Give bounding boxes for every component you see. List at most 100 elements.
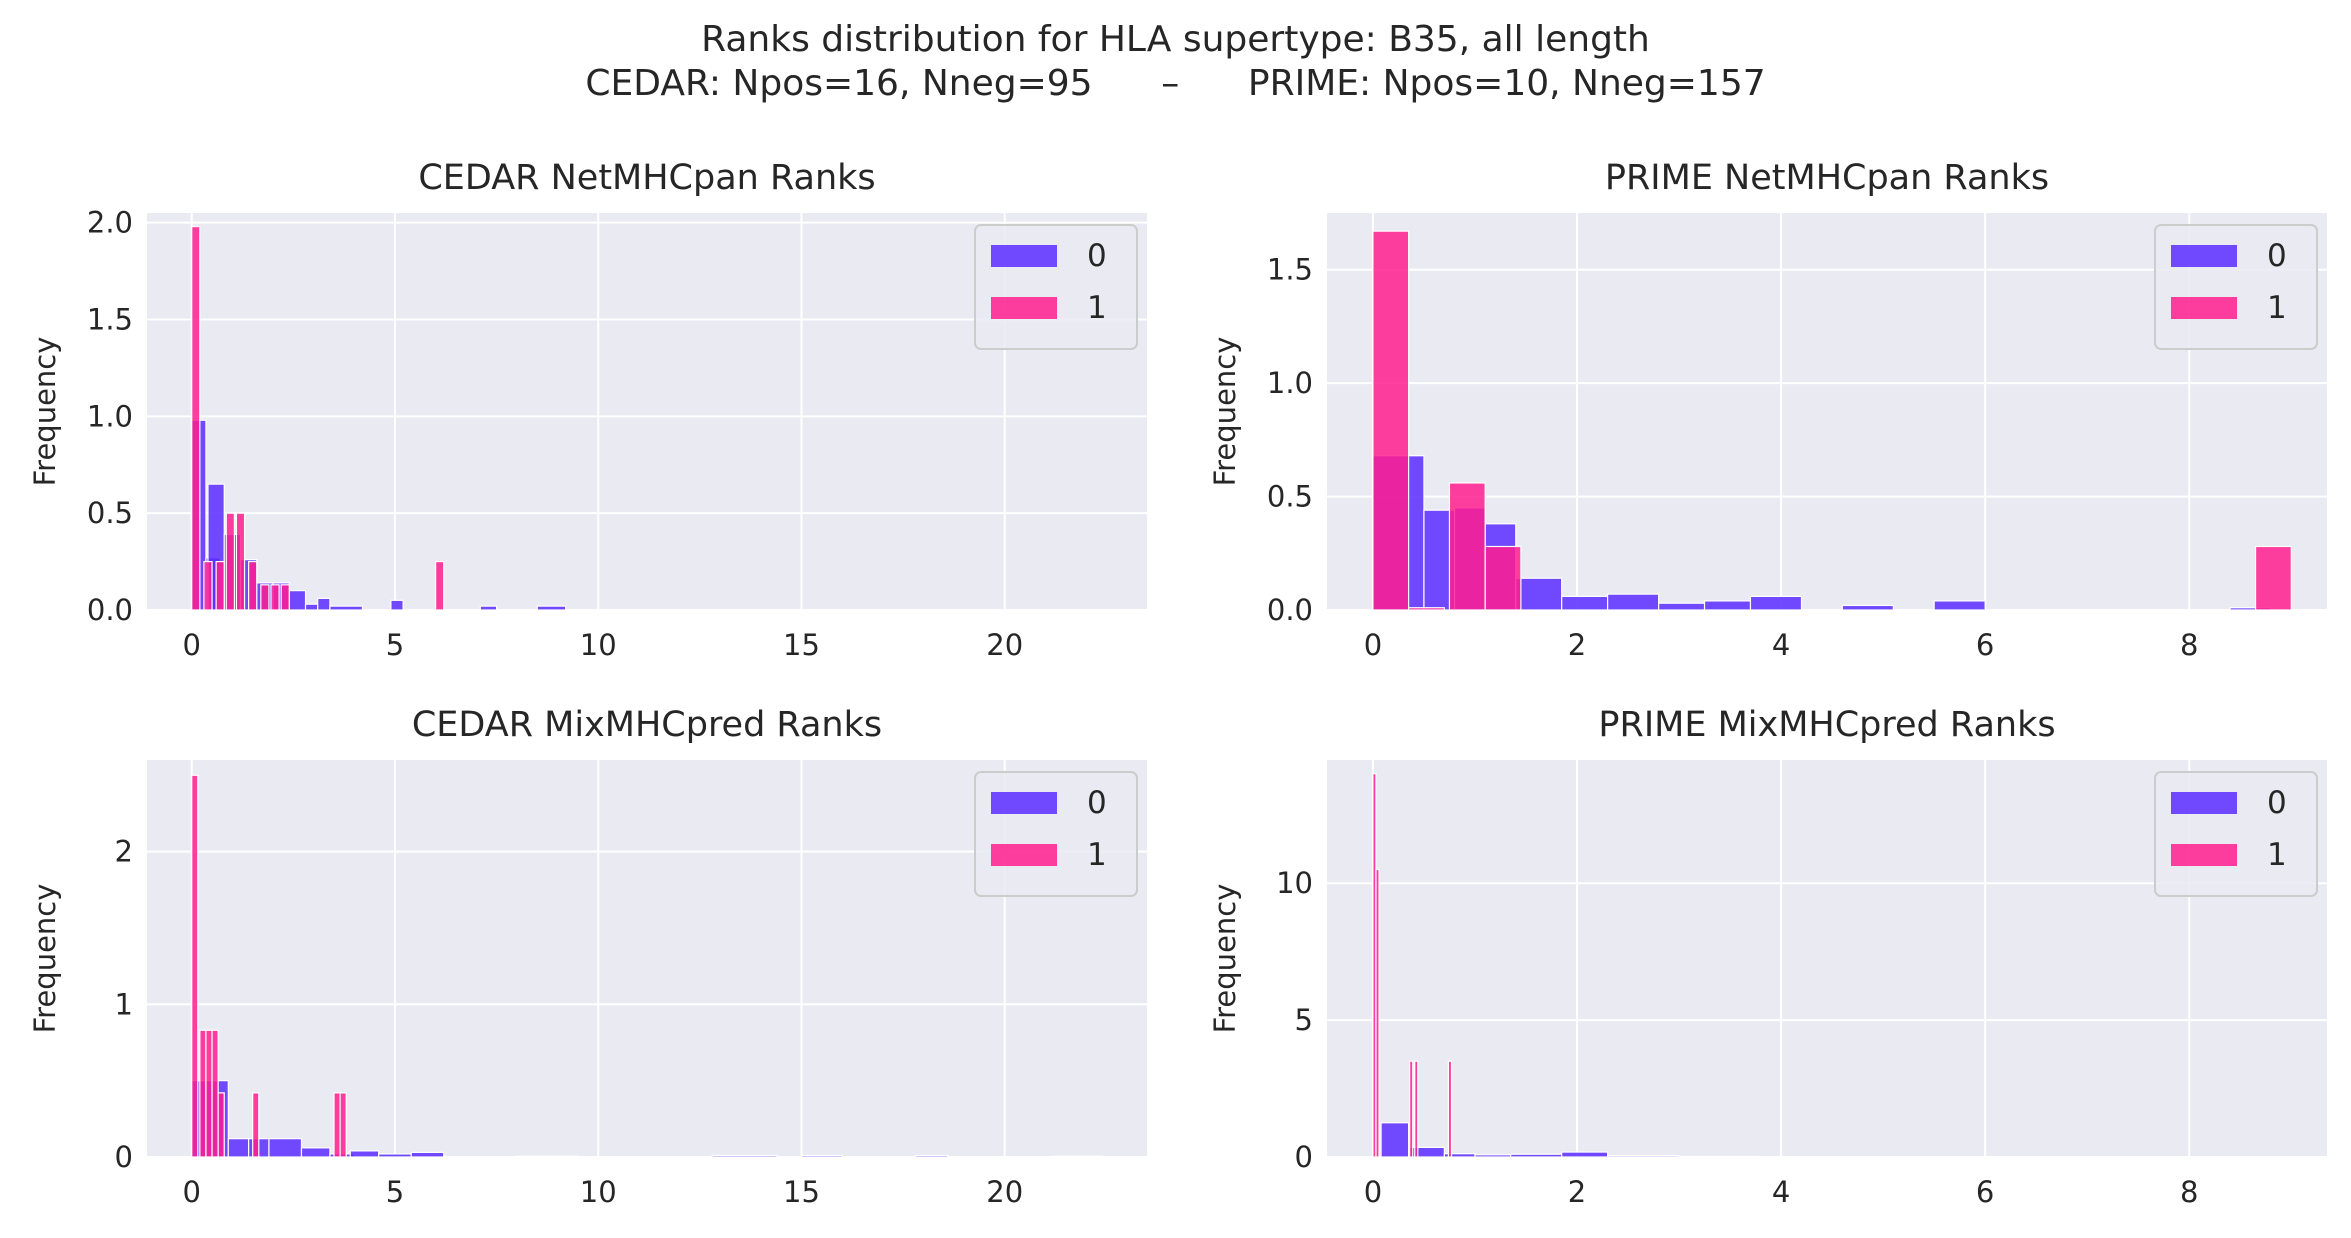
- histogram-bar-series-1: [333, 1092, 341, 1157]
- legend-box: [2154, 224, 2318, 350]
- x-tick-label: 5: [386, 1175, 404, 1209]
- histogram-bar-series-0: [1933, 600, 1986, 610]
- histogram-bar-series-1: [215, 560, 225, 610]
- histogram-bar-series-1: [203, 560, 213, 610]
- histogram-bar-series-0: [1052, 1155, 1103, 1157]
- histogram-bar-series-1: [339, 1092, 347, 1157]
- histogram-bar-series-1: [225, 512, 235, 610]
- x-tick-label: 0: [182, 1175, 200, 1209]
- histogram-bar-series-0: [1561, 1151, 1609, 1157]
- y-tick-label: 1.5: [1267, 253, 1313, 287]
- x-tick-label: 6: [1976, 628, 1994, 662]
- histogram-bar-series-1: [1447, 1060, 1453, 1157]
- histogram-bar-series-0: [1380, 1122, 1410, 1157]
- histogram-bar-series-0: [268, 1138, 303, 1157]
- y-tick-label: 2.0: [87, 206, 133, 240]
- histogram-bar-series-1: [1372, 230, 1410, 610]
- legend-label-0: 0: [1087, 785, 1107, 821]
- histogram-bar-series-0: [914, 1154, 949, 1157]
- y-tick-label: 0.5: [87, 496, 133, 530]
- x-tick-label: 20: [986, 628, 1023, 662]
- bars: [191, 225, 567, 610]
- histogram-bar-series-1: [280, 584, 290, 610]
- histogram-bar-series-0: [410, 1151, 445, 1157]
- y-tick-label: 1: [115, 987, 133, 1021]
- histogram-bar-series-0: [1749, 595, 1803, 610]
- histogram-bar-series-1: [260, 584, 270, 610]
- histogram-bar-series-0: [1515, 577, 1563, 610]
- legend-label-0: 0: [2267, 785, 2287, 821]
- x-tick-label: 0: [1364, 628, 1382, 662]
- y-axis-label: Frequency: [1208, 337, 1242, 487]
- legend-label-1: 1: [2267, 290, 2287, 326]
- histogram-bar-series-1: [1375, 868, 1380, 1157]
- histogram-bar-series-0: [1678, 1155, 1762, 1157]
- histogram-bar-series-1: [2254, 545, 2292, 610]
- x-tick-label: 5: [386, 628, 404, 662]
- chart-panel-2: 0 2 4 6 8 0.0 0.5 1.0 1.5 PRIME NetMHCpan Ranks Fr…: [1208, 158, 2327, 662]
- legend-swatch-0: [991, 245, 1057, 267]
- x-tick-label: 0: [1364, 1175, 1382, 1209]
- histogram-bar-series-0: [1474, 1154, 1512, 1157]
- legend-label-1: 1: [2267, 837, 2287, 873]
- legend-swatch-1: [2171, 844, 2237, 866]
- y-axis-label: Frequency: [28, 884, 62, 1034]
- legend-swatch-0: [2171, 792, 2237, 814]
- legend-label-0: 0: [2267, 238, 2287, 274]
- histogram-bar-series-0: [329, 605, 364, 610]
- y-tick-label: 1.5: [87, 303, 133, 337]
- histogram-bar-series-1: [252, 1092, 260, 1157]
- x-tick-label: 2: [1568, 628, 1586, 662]
- legend-label-1: 1: [1087, 290, 1107, 326]
- bars: [1372, 773, 2292, 1157]
- histogram-bar-series-0: [479, 605, 498, 610]
- legend-swatch-1: [991, 297, 1057, 319]
- histogram-bar-series-0: [378, 1153, 412, 1157]
- bars: [1372, 230, 2292, 610]
- histogram-bar-series-0: [1607, 1155, 1680, 1157]
- histogram-bar-series-0: [390, 599, 404, 610]
- figure-title-line-1: Ranks distribution for HLA supertype: B3…: [701, 19, 1650, 60]
- x-tick-label: 6: [1976, 1175, 1994, 1209]
- histogram-bar-series-0: [1607, 593, 1660, 610]
- chart-title: PRIME MixMHCpred Ranks: [1598, 705, 2055, 745]
- figure-title: Ranks distribution for HLA supertype: B3…: [0, 18, 2351, 106]
- y-tick-label: 10: [1276, 866, 1313, 900]
- legend: 01: [2154, 224, 2318, 350]
- y-tick-label: 1.0: [1267, 366, 1313, 400]
- legend-label-0: 0: [1087, 238, 1107, 274]
- histogram-bar-series-0: [300, 1147, 331, 1157]
- figure-title-line-2: CEDAR: Npos=16, Nneg=95 – PRIME: Npos=10…: [585, 63, 1766, 104]
- histogram-bar-series-1: [199, 1029, 207, 1157]
- y-tick-label: 2: [115, 835, 133, 869]
- legend-swatch-0: [991, 792, 1057, 814]
- x-tick-label: 15: [783, 628, 820, 662]
- y-tick-label: 0: [115, 1140, 133, 1174]
- y-tick-label: 5: [1295, 1003, 1313, 1037]
- y-axis-label: Frequency: [28, 337, 62, 487]
- y-tick-label: 0.0: [87, 593, 133, 627]
- legend-swatch-1: [2171, 297, 2237, 319]
- x-tick-label: 10: [580, 1175, 617, 1209]
- histogram-bar-series-0: [800, 1154, 843, 1157]
- legend-swatch-1: [991, 844, 1057, 866]
- histogram-bar-series-0: [1703, 600, 1752, 610]
- histogram-bar-series-0: [1658, 602, 1706, 610]
- histogram-bar-series-0: [536, 605, 567, 610]
- histogram-bar-series-0: [1408, 1146, 1445, 1157]
- histogram-bar-series-1: [248, 560, 258, 610]
- x-tick-label: 2: [1568, 1175, 1586, 1209]
- legend-swatch-0: [2171, 245, 2237, 267]
- histogram-bar-series-0: [227, 1138, 250, 1157]
- x-tick-label: 8: [2180, 1175, 2198, 1209]
- histogram-bar-series-1: [435, 560, 445, 610]
- y-tick-label: 1.0: [87, 399, 133, 433]
- chart-title: PRIME NetMHCpan Ranks: [1605, 158, 2049, 198]
- x-tick-label: 20: [986, 1175, 1023, 1209]
- histogram-bar-series-1: [217, 1092, 225, 1157]
- legend: 01: [2154, 771, 2318, 897]
